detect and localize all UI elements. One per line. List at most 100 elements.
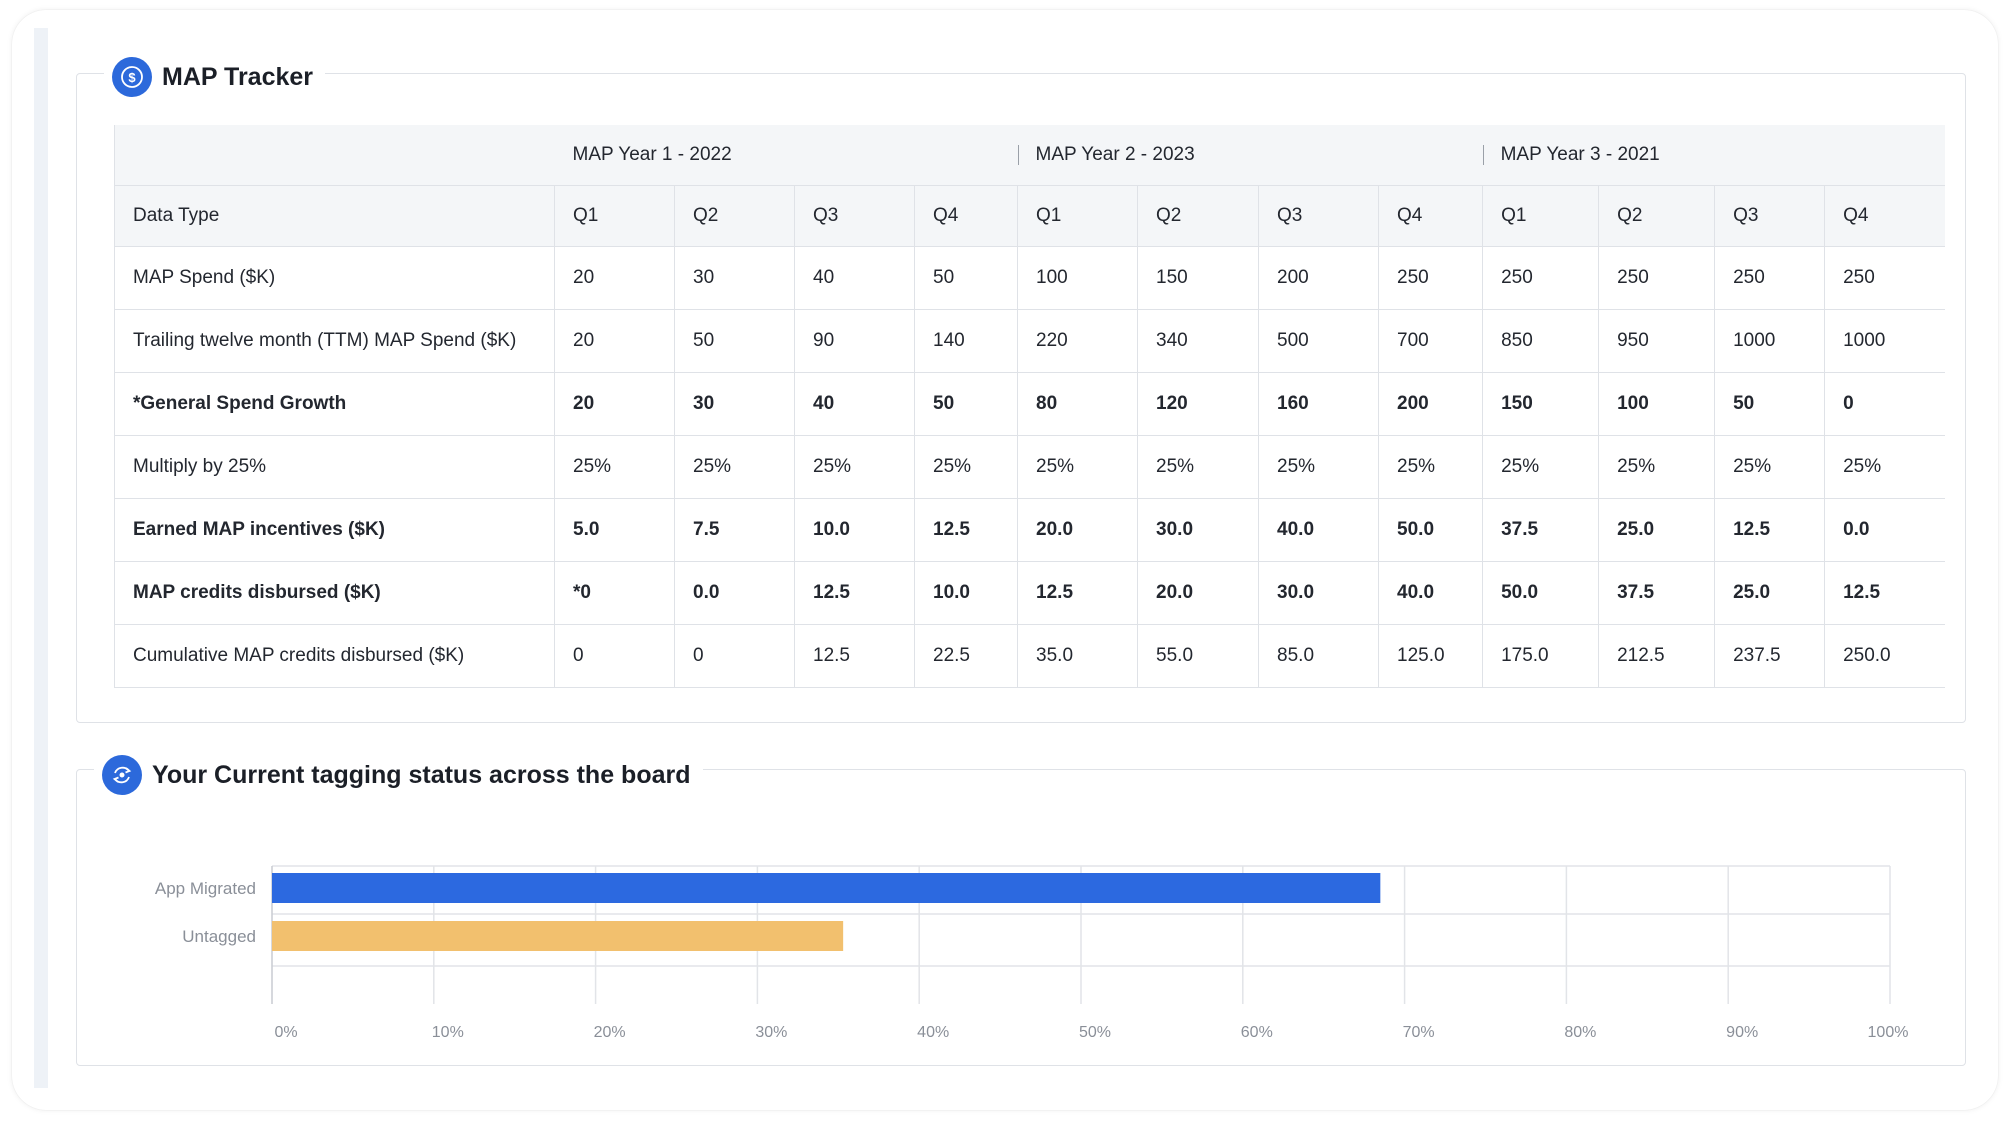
table-cell: 25% — [1258, 435, 1379, 499]
tagging-status-legend: Your Current tagging status across the b… — [94, 752, 703, 798]
quarter-header-row: Data Type Q1 Q2 Q3 Q4 Q1 Q2 Q3 Q4 Q1 Q2 Q3 Q4 — [114, 185, 1945, 247]
table-cell: 80 — [1017, 372, 1138, 436]
table-cell: 340 — [1137, 309, 1259, 373]
table-cell: 50.0 — [1482, 561, 1599, 625]
left-accent-strip — [34, 28, 48, 1088]
table-cell: 25% — [674, 435, 795, 499]
table-row: Cumulative MAP credits disbursed ($K) 0 0 1… — [114, 624, 1945, 688]
table-cell: 12.5 — [794, 561, 915, 625]
table-cell: 30 — [674, 372, 795, 436]
table-cell: 25% — [1598, 435, 1715, 499]
table-cell: 0.0 — [674, 561, 795, 625]
table-cell: 30.0 — [1137, 498, 1259, 562]
map-tracker-title: MAP Tracker — [162, 62, 314, 91]
table-cell: 0.0 — [1824, 498, 1945, 562]
svg-text:$: $ — [128, 70, 136, 85]
table-cell: 500 — [1258, 309, 1379, 373]
x-tick-label: 40% — [917, 1024, 949, 1041]
table-cell: 0 — [554, 624, 675, 688]
table-cell: 40.0 — [1258, 498, 1379, 562]
x-tick-label: 20% — [594, 1024, 626, 1041]
x-tick-label: 100% — [1868, 1024, 1909, 1041]
column-header-quarter: Q3 — [1258, 185, 1379, 247]
table-cell: 250 — [1714, 246, 1825, 310]
column-header-quarter: Q2 — [1598, 185, 1715, 247]
table-cell: 700 — [1378, 309, 1483, 373]
table-cell: 250 — [1824, 246, 1945, 310]
table-row: Multiply by 25% 25% 25% 25% 25% 25% 25% 25% 25% 2… — [114, 435, 1945, 499]
x-tick-label: 30% — [755, 1024, 787, 1041]
x-tick-label: 10% — [432, 1024, 464, 1041]
table-cell: 250.0 — [1824, 624, 1945, 688]
table-cell: 850 — [1482, 309, 1599, 373]
row-label: Trailing twelve month (TTM) MAP Spend ($… — [114, 309, 555, 373]
row-label: MAP Spend ($K) — [114, 246, 555, 310]
table-cell: 7.5 — [674, 498, 795, 562]
table-cell: 37.5 — [1598, 561, 1715, 625]
table-cell: 22.5 — [913, 624, 1018, 688]
x-tick-label: 70% — [1403, 1024, 1435, 1041]
bar-untagged — [272, 921, 844, 951]
table-cell: 100 — [1598, 372, 1715, 436]
table-cell: 0 — [674, 624, 795, 688]
row-label: MAP credits disbursed ($K) — [114, 561, 555, 625]
table-row: Trailing twelve month (TTM) MAP Spend ($… — [114, 309, 1945, 373]
x-tick-label: 0% — [274, 1024, 297, 1041]
table-cell: 25% — [1714, 435, 1825, 499]
table-cell: 125.0 — [1378, 624, 1483, 688]
map-tracker-legend: $ MAP Tracker — [104, 54, 326, 100]
column-header-quarter: Q1 — [1017, 185, 1138, 247]
table-cell: 1000 — [1824, 309, 1945, 373]
table-cell: 37.5 — [1482, 498, 1599, 562]
category-label: Untagged — [182, 927, 256, 946]
column-header-quarter: Q2 — [674, 185, 795, 247]
table-row: MAP Spend ($K) 20 30 40 50 100 150 200 250 250 250… — [114, 246, 1945, 310]
table-cell: 160 — [1258, 372, 1379, 436]
map-tracker-table: MAP Year 1 - 2022 MAP Year 2 - 2023 MAP … — [114, 125, 1945, 688]
table-cell: 150 — [1137, 246, 1259, 310]
x-tick-label: 50% — [1079, 1024, 1111, 1041]
table-cell: 25% — [913, 435, 1018, 499]
x-tick-label: 60% — [1241, 1024, 1273, 1041]
table-cell: 50 — [1714, 372, 1825, 436]
table-cell: 40.0 — [1378, 561, 1483, 625]
table-cell: 0 — [1824, 372, 1945, 436]
table-cell: 25% — [794, 435, 915, 499]
table-cell: 50 — [674, 309, 795, 373]
table-cell: 40 — [794, 246, 915, 310]
column-header-quarter: Q2 — [1137, 185, 1259, 247]
table-cell: 20.0 — [1017, 498, 1138, 562]
table-cell: 100 — [1017, 246, 1138, 310]
table-cell: 50.0 — [1378, 498, 1483, 562]
table-cell: 212.5 — [1598, 624, 1715, 688]
column-header-quarter: Q4 — [1824, 185, 1945, 247]
x-tick-label: 80% — [1564, 1024, 1596, 1041]
row-label: Multiply by 25% — [114, 435, 555, 499]
table-cell: 25.0 — [1714, 561, 1825, 625]
table-cell: 35.0 — [1017, 624, 1138, 688]
table-cell: 20 — [554, 309, 675, 373]
table-cell: 25% — [1824, 435, 1945, 499]
table-cell: 25% — [1017, 435, 1138, 499]
table-cell: 25% — [1378, 435, 1483, 499]
year-group-3: MAP Year 3 - 2021 — [1482, 125, 1945, 186]
table-cell: 25% — [1137, 435, 1259, 499]
table-cell: 10.0 — [794, 498, 915, 562]
table-cell: 5.0 — [554, 498, 675, 562]
column-header-quarter: Q4 — [1378, 185, 1483, 247]
table-cell: 20 — [554, 372, 675, 436]
table-cell: 85.0 — [1258, 624, 1379, 688]
table-cell: 30.0 — [1258, 561, 1379, 625]
table-cell: 25% — [1482, 435, 1599, 499]
x-tick-label: 90% — [1726, 1024, 1758, 1041]
year-group-row: MAP Year 1 - 2022 MAP Year 2 - 2023 MAP … — [114, 125, 1945, 186]
table-cell: 12.5 — [913, 498, 1018, 562]
table-cell: 20 — [554, 246, 675, 310]
table-cell: 150 — [1482, 372, 1599, 436]
table-cell: 20.0 — [1137, 561, 1259, 625]
column-header-quarter: Q1 — [1482, 185, 1599, 247]
table-cell: 90 — [794, 309, 915, 373]
table-cell: 55.0 — [1137, 624, 1259, 688]
table-cell: 40 — [794, 372, 915, 436]
bar-app-migrated — [272, 873, 1381, 903]
